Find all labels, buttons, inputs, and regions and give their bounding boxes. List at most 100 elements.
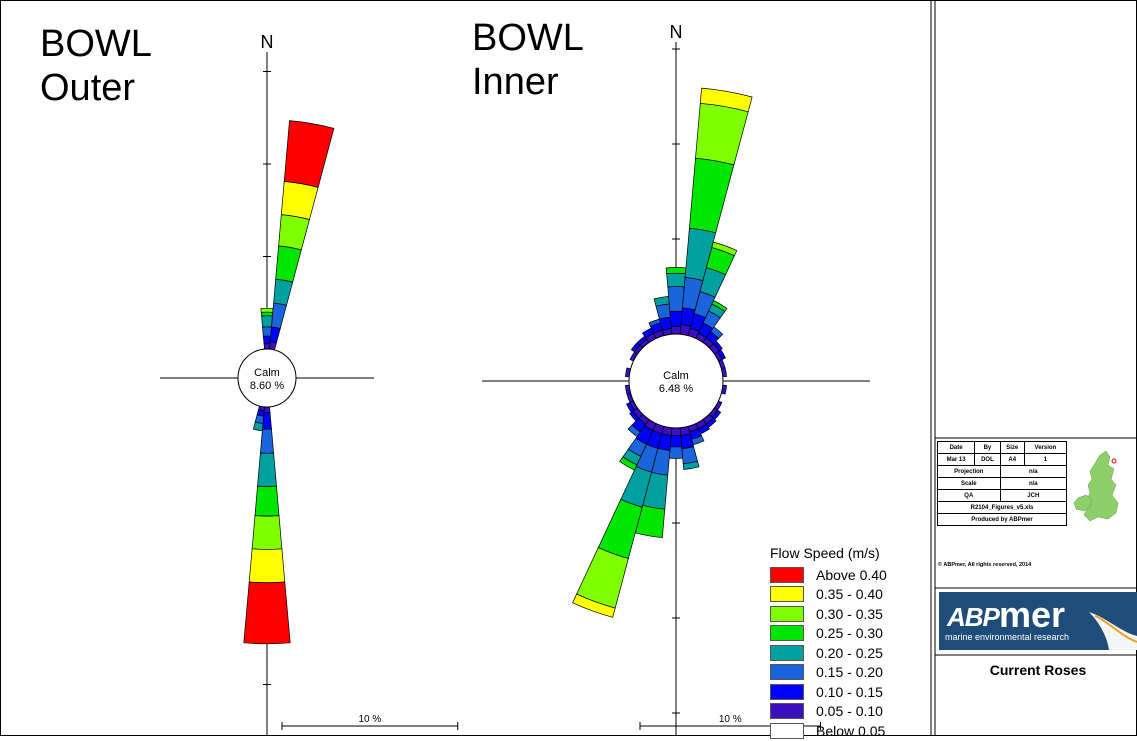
qa-value: JCH (999, 489, 1068, 502)
panel-title-inner: BOWL Inner (472, 16, 584, 104)
legend-label: 0.25 - 0.30 (816, 625, 883, 642)
rose-segment (665, 267, 687, 274)
calm-circle (628, 333, 724, 429)
figure-title: Current Roses (989, 662, 1087, 678)
rose-segment (668, 446, 684, 459)
legend-swatch (770, 664, 804, 681)
panel-title-line1: BOWL (40, 23, 152, 65)
rose-segment (627, 424, 641, 438)
calm-value: 6.48 % (659, 383, 693, 395)
abpmer-logo: ABP mer marine environmental research (939, 592, 1137, 650)
scale-label: 10 % (719, 714, 742, 725)
file-name: R2104_Figures_v5.xls (937, 501, 1067, 514)
wave-icon (1089, 612, 1137, 650)
rose-segment (619, 456, 638, 471)
rose-segment (670, 326, 682, 335)
rose-segment (260, 307, 274, 313)
calm-value: 8.60 % (250, 380, 284, 392)
legend-item: 0.25 - 0.30 (770, 624, 887, 644)
panel-title-line2: Outer (40, 67, 136, 109)
legend-label: 0.35 - 0.40 (816, 586, 883, 603)
rose-segment (261, 315, 273, 328)
rose-segment (666, 272, 686, 288)
legend-swatch (770, 644, 804, 661)
legend-item: 0.35 - 0.40 (770, 585, 887, 605)
legend-label: 0.20 - 0.25 (816, 644, 883, 661)
legend-swatch (770, 683, 804, 700)
rose-segment (262, 335, 272, 344)
produced-by: Produced by ABPmer (937, 513, 1067, 526)
header-by: By (974, 441, 1001, 454)
value-date: Mar 13 (936, 453, 976, 466)
qa-label: QA (937, 489, 1001, 502)
legend-title: Flow Speed (m/s) (770, 545, 880, 561)
legend-label: 0.15 - 0.20 (816, 664, 883, 681)
rose-segment (648, 318, 661, 327)
rose-segment (710, 326, 724, 339)
legend-label: 0.10 - 0.15 (816, 683, 883, 700)
legend-item: Above 0.40 (770, 565, 887, 585)
panel-title-line1: BOWL (472, 17, 584, 59)
header-size: Size (999, 441, 1025, 454)
rose-segment (572, 593, 616, 618)
rose-segment (626, 402, 635, 413)
legend-swatch (770, 566, 804, 583)
value-size: A4 (999, 453, 1025, 466)
rose-segment (669, 310, 683, 327)
scale-label: Scale (937, 477, 1001, 490)
projection-value: n/a (999, 465, 1068, 478)
legend-swatch (770, 605, 804, 622)
rose-segment (283, 120, 335, 188)
legend-item: 0.05 - 0.10 (770, 702, 887, 722)
legend-item: Below 0.05 (770, 721, 887, 741)
header-date: Date (936, 441, 976, 454)
legend-label: 0.05 - 0.10 (816, 703, 883, 720)
rose-segment (263, 406, 271, 413)
calm-circle (237, 348, 297, 408)
legend-item: 0.10 - 0.15 (770, 682, 887, 702)
rose-segment (262, 326, 272, 337)
projection-label: Projection (937, 465, 1001, 478)
value-version: 1 (1023, 453, 1068, 466)
value-by: DOL (974, 453, 1001, 466)
rose-segment (260, 428, 274, 454)
rose-segment (711, 300, 728, 312)
copyright: © ABPmer, All rights reserved, 2014 (938, 562, 1032, 568)
rose-segment (670, 427, 682, 436)
rose-segment (254, 485, 280, 517)
legend: Flow Speed (m/s) Above 0.40 0.35 - 0.40 0.… (770, 545, 887, 741)
logo-abp: ABP (947, 602, 1000, 632)
legend-label: Above 0.40 (816, 566, 887, 583)
north-label: N (261, 32, 274, 52)
legend-item: 0.15 - 0.20 (770, 663, 887, 683)
rose-segment (667, 286, 685, 312)
scale-label: 10 % (358, 714, 381, 725)
rose-segment (257, 452, 277, 487)
legend-swatch (770, 625, 804, 642)
info-table: Date By Size Version Mar 13 DOL A4 1 Pro… (936, 441, 1068, 526)
rose-segment (717, 349, 726, 360)
panel-title-line2: Inner (472, 61, 559, 103)
rose-segment (629, 410, 640, 422)
legend-item: 0.30 - 0.35 (770, 604, 887, 624)
rose-segment (243, 581, 291, 645)
legend-swatch (770, 722, 804, 739)
header-version: Version (1023, 441, 1068, 454)
legend-label: 0.30 - 0.35 (816, 605, 883, 622)
legend-label: Below 0.05 (816, 722, 886, 739)
legend-swatch (770, 703, 804, 720)
rose-segment (682, 460, 700, 470)
rose-segment (260, 311, 274, 317)
rose-segment (712, 340, 723, 352)
rose-segment (248, 548, 286, 584)
rose-segment (669, 435, 683, 448)
logo-mer: mer (999, 594, 1066, 635)
rose-segment (251, 515, 283, 550)
calm-label: Calm (663, 370, 689, 382)
legend-item: 0.20 - 0.25 (770, 643, 887, 663)
rose-segment (699, 87, 753, 113)
location-map (1073, 450, 1119, 522)
